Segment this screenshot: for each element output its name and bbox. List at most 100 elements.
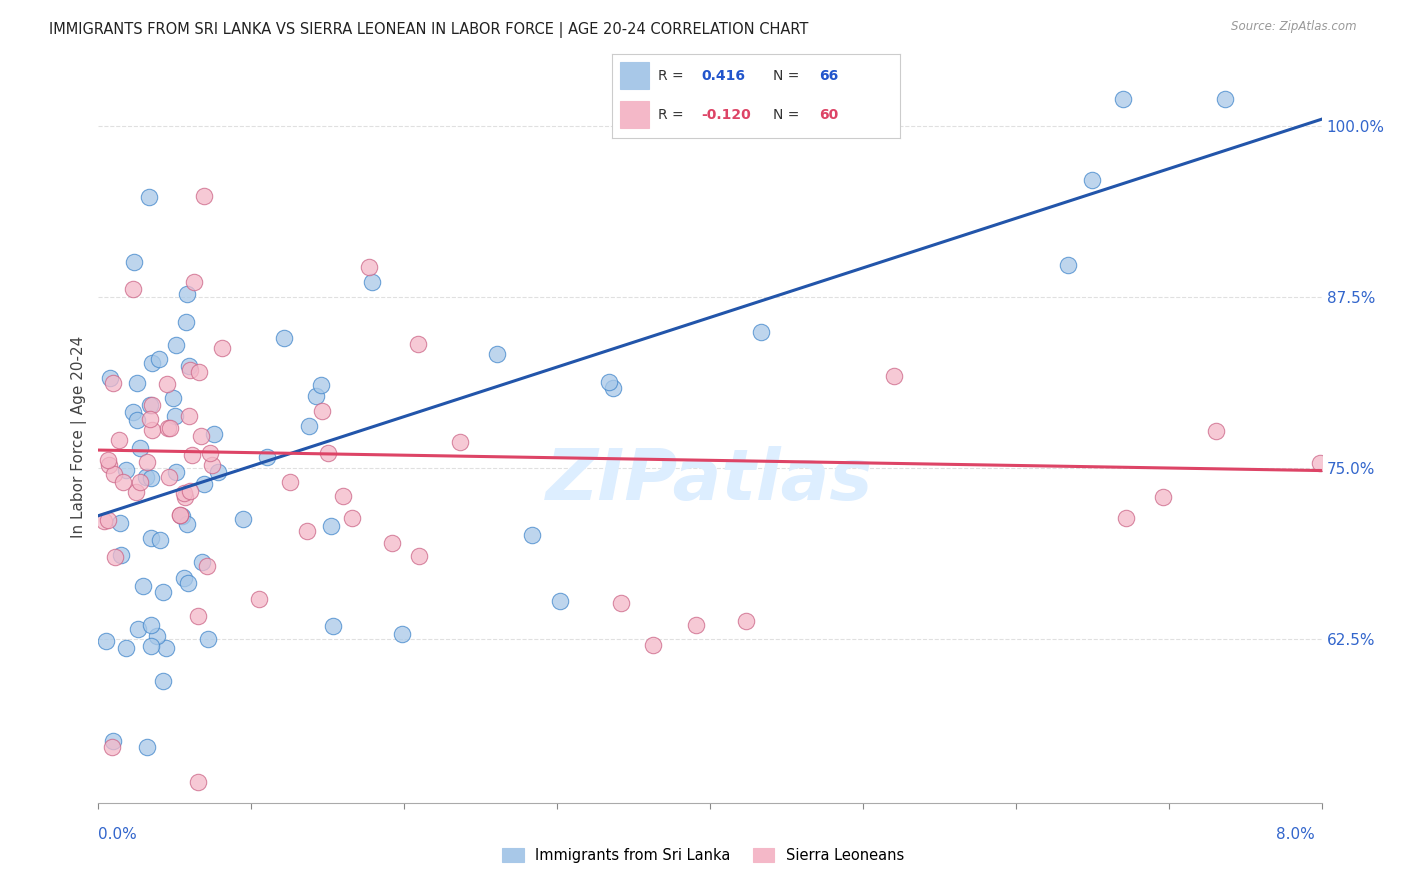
Point bbox=[141, 399, 163, 413]
Point bbox=[391, 627, 413, 641]
Point bbox=[128, 475, 150, 489]
Point bbox=[125, 485, 148, 500]
Point bbox=[115, 640, 138, 655]
Point bbox=[273, 331, 295, 345]
Point bbox=[152, 674, 174, 689]
Point bbox=[187, 609, 209, 624]
Point bbox=[139, 411, 162, 425]
Point bbox=[97, 453, 120, 467]
Point bbox=[98, 371, 121, 385]
Point bbox=[162, 391, 184, 405]
Point bbox=[1057, 259, 1080, 273]
Point bbox=[1213, 92, 1236, 106]
Point bbox=[198, 445, 221, 459]
Point bbox=[643, 638, 665, 652]
Text: N =: N = bbox=[773, 108, 800, 121]
Point bbox=[176, 287, 198, 301]
Point bbox=[361, 276, 384, 290]
Point bbox=[193, 477, 215, 491]
Point bbox=[1081, 172, 1104, 186]
Point bbox=[148, 352, 170, 367]
Point bbox=[602, 381, 624, 395]
Point bbox=[749, 326, 772, 340]
Point bbox=[141, 423, 163, 437]
Point bbox=[179, 363, 201, 377]
Text: 0.0%: 0.0% bbox=[98, 827, 138, 841]
Point bbox=[176, 316, 198, 330]
Point bbox=[97, 458, 120, 472]
Point bbox=[156, 376, 179, 391]
Point bbox=[211, 341, 233, 355]
Point bbox=[190, 428, 212, 442]
Point bbox=[295, 524, 318, 539]
Point bbox=[159, 421, 181, 435]
Point bbox=[883, 368, 905, 383]
Point bbox=[165, 465, 187, 479]
Text: 8.0%: 8.0% bbox=[1275, 827, 1315, 841]
Point bbox=[103, 376, 125, 390]
Point bbox=[1115, 510, 1137, 524]
Point bbox=[187, 775, 209, 789]
Point bbox=[181, 448, 204, 462]
Point bbox=[152, 585, 174, 599]
Point bbox=[177, 359, 200, 373]
Point bbox=[94, 633, 117, 648]
Point bbox=[107, 433, 129, 447]
Text: -0.120: -0.120 bbox=[702, 108, 751, 121]
Point bbox=[129, 441, 152, 455]
Point bbox=[139, 531, 162, 545]
Point bbox=[202, 427, 225, 442]
Point bbox=[298, 419, 321, 434]
Point bbox=[149, 533, 172, 547]
Point bbox=[734, 614, 756, 628]
Point bbox=[163, 409, 186, 424]
Point bbox=[187, 365, 209, 379]
Point bbox=[173, 571, 195, 585]
Point bbox=[322, 619, 344, 633]
Text: N =: N = bbox=[773, 69, 800, 83]
Legend: Immigrants from Sri Lanka, Sierra Leoneans: Immigrants from Sri Lanka, Sierra Leonea… bbox=[496, 842, 910, 869]
Text: 60: 60 bbox=[820, 108, 838, 121]
Point bbox=[108, 516, 131, 531]
Point bbox=[97, 513, 120, 527]
Point bbox=[305, 389, 328, 403]
Point bbox=[179, 484, 201, 499]
Point bbox=[406, 337, 429, 351]
Point bbox=[157, 469, 180, 483]
Point bbox=[610, 596, 633, 610]
Point bbox=[127, 413, 149, 427]
Point bbox=[110, 549, 132, 563]
Point bbox=[179, 409, 201, 423]
Point bbox=[1205, 425, 1227, 439]
Point bbox=[191, 555, 214, 569]
Point bbox=[103, 467, 125, 482]
Point bbox=[195, 558, 218, 573]
Point bbox=[232, 511, 254, 525]
Bar bbox=[620, 101, 650, 128]
Point bbox=[176, 516, 198, 531]
Point bbox=[101, 740, 124, 755]
Point bbox=[661, 95, 683, 109]
Point bbox=[155, 640, 177, 655]
Point bbox=[550, 594, 572, 608]
Point bbox=[139, 470, 162, 484]
Point bbox=[141, 356, 163, 370]
Point bbox=[598, 376, 620, 390]
Point bbox=[1309, 456, 1331, 470]
Point bbox=[197, 632, 219, 646]
Point bbox=[138, 190, 160, 204]
Point bbox=[685, 618, 707, 632]
Y-axis label: In Labor Force | Age 20-24: In Labor Force | Age 20-24 bbox=[72, 336, 87, 538]
Point bbox=[146, 629, 169, 643]
Point bbox=[311, 404, 333, 418]
Point bbox=[169, 508, 191, 523]
Point bbox=[207, 465, 229, 479]
Point bbox=[125, 376, 148, 391]
Point bbox=[156, 421, 179, 435]
Point bbox=[122, 405, 145, 419]
Point bbox=[112, 475, 135, 490]
Text: ZIPatlas: ZIPatlas bbox=[547, 447, 873, 516]
Point bbox=[408, 549, 430, 563]
Point bbox=[357, 260, 380, 275]
Point bbox=[332, 489, 354, 503]
